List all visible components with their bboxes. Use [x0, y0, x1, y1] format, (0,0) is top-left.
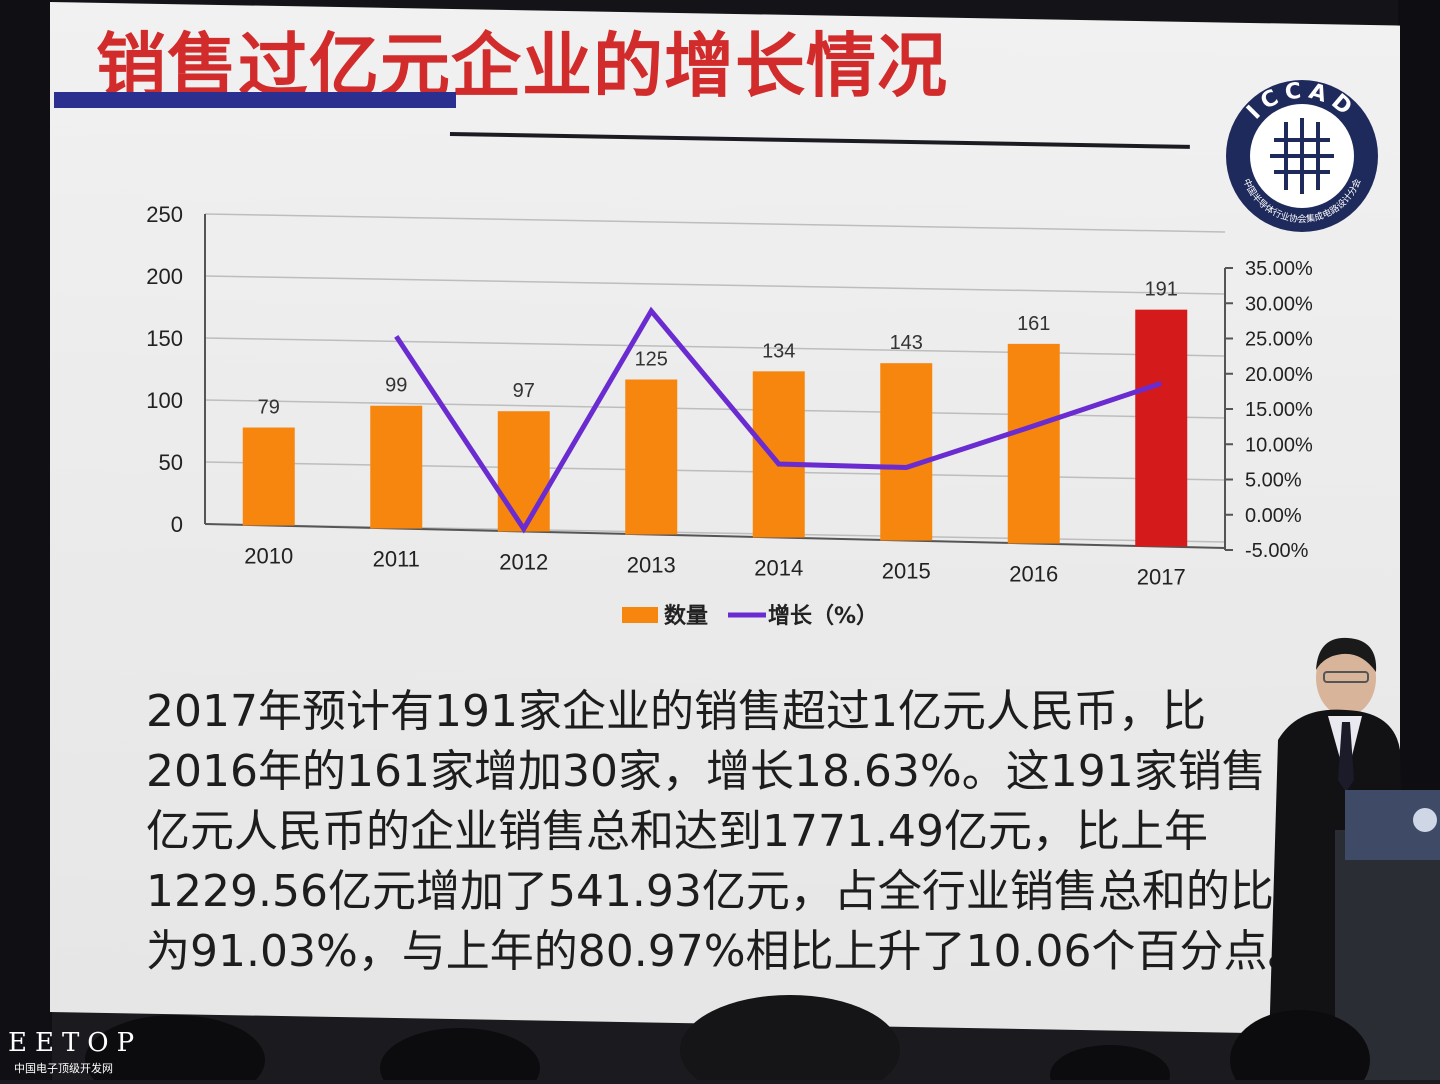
gridline	[204, 337, 1226, 357]
presenter-glasses	[1323, 671, 1369, 683]
presenter-tie	[1338, 722, 1354, 792]
podium-emblem	[1413, 808, 1437, 832]
x-axis	[204, 523, 1226, 549]
bar-data-label: 134	[762, 340, 795, 362]
x-tick-label: 2010	[244, 544, 293, 569]
bar-data-label: 99	[385, 375, 407, 397]
presenter-head	[1316, 640, 1376, 716]
gridline	[204, 461, 1226, 481]
x-tick-label: 2016	[1009, 562, 1058, 587]
x-tick-label: 2012	[499, 550, 548, 575]
bar	[625, 379, 678, 535]
bar	[1007, 343, 1060, 544]
y-left-tick-label: 250	[146, 202, 183, 227]
bar-data-label: 97	[513, 380, 535, 402]
bar-data-label: 79	[258, 397, 280, 419]
bar	[880, 363, 933, 541]
x-tick-label: 2014	[754, 556, 803, 581]
watermark-subtitle: 中国电子顶级开发网	[14, 1062, 113, 1075]
body-line: 2017年预计有191家企业的销售超过1亿元人民币，比	[146, 686, 1206, 737]
bar	[497, 411, 550, 532]
x-tick-label: 2017	[1137, 565, 1186, 590]
y-right-tick-label: 35.00%	[1245, 258, 1313, 280]
bar	[242, 427, 295, 526]
legend-label-line: 增长（%）	[768, 603, 878, 629]
legend-label-bars: 数量	[664, 603, 708, 629]
x-tick-label: 2013	[627, 553, 676, 578]
bar-line-chart: 0 50 100 150 200 250 -5.00% 0.00% 5.00% 10.00% 15.…	[146, 202, 1313, 629]
y-right-tick-label: 10.00%	[1245, 434, 1313, 456]
y-left-tick-label: 200	[146, 264, 183, 289]
x-tick-label: 2011	[373, 547, 420, 572]
projected-slide: 销售过亿元企业的增长情况 ICCAD 中国半导体行业协会集成电路设计分会	[50, 2, 1400, 1036]
y-right-tick-label: 15.00%	[1245, 399, 1313, 421]
bar-data-label: 143	[890, 332, 923, 354]
audience-heads	[85, 995, 1370, 1080]
slide-body-text: 2017年预计有191家企业的销售超过1亿元人民币，比 2016年的161家增加…	[146, 682, 1326, 982]
y-left-tick-label: 0	[171, 512, 183, 537]
legend-swatch-bars	[622, 607, 658, 623]
y-left-tick-label: 50	[159, 450, 183, 475]
growth-line	[394, 306, 1163, 534]
body-line: 1229.56亿元增加了541.93亿元，占全行业销售总和的比	[146, 866, 1274, 917]
chip-grid-icon	[1270, 118, 1334, 194]
y-right-tick-label: -5.00%	[1245, 540, 1309, 562]
bar-data-label: 125	[635, 349, 668, 371]
body-line: 为91.03%，与上年的80.97%相比上升了10.06个百分点。	[146, 926, 1312, 977]
gridline	[204, 213, 1226, 233]
y-right-tick-label: 25.00%	[1245, 329, 1313, 351]
bar-data-label: 191	[1145, 279, 1178, 301]
iccad-logo: ICCAD 中国半导体行业协会集成电路设计分会	[1226, 78, 1378, 232]
room-background-left	[0, 0, 52, 1080]
y-right-tick-label: 20.00%	[1245, 364, 1313, 386]
y-right-tick-label: 0.00%	[1245, 505, 1302, 527]
body-line: 亿元人民币的企业销售总和达到1771.49亿元，比上年	[146, 806, 1208, 857]
presenter-hair	[1316, 637, 1377, 672]
bar	[1135, 309, 1188, 547]
body-line: 2016年的161家增加30家，增长18.63%。这191家销售	[146, 746, 1266, 797]
gridline	[204, 275, 1226, 295]
y-left-tick-label: 100	[146, 388, 183, 413]
watermark-logo: EETOP	[8, 1028, 143, 1058]
bar	[752, 371, 805, 538]
bar-data-label: 161	[1017, 313, 1050, 335]
y-right-tick-label: 30.00%	[1245, 293, 1313, 315]
bar	[370, 405, 423, 529]
y-right-tick-label: 5.00%	[1245, 470, 1302, 492]
y-left-tick-label: 150	[146, 326, 183, 351]
x-tick-label: 2015	[882, 559, 931, 584]
